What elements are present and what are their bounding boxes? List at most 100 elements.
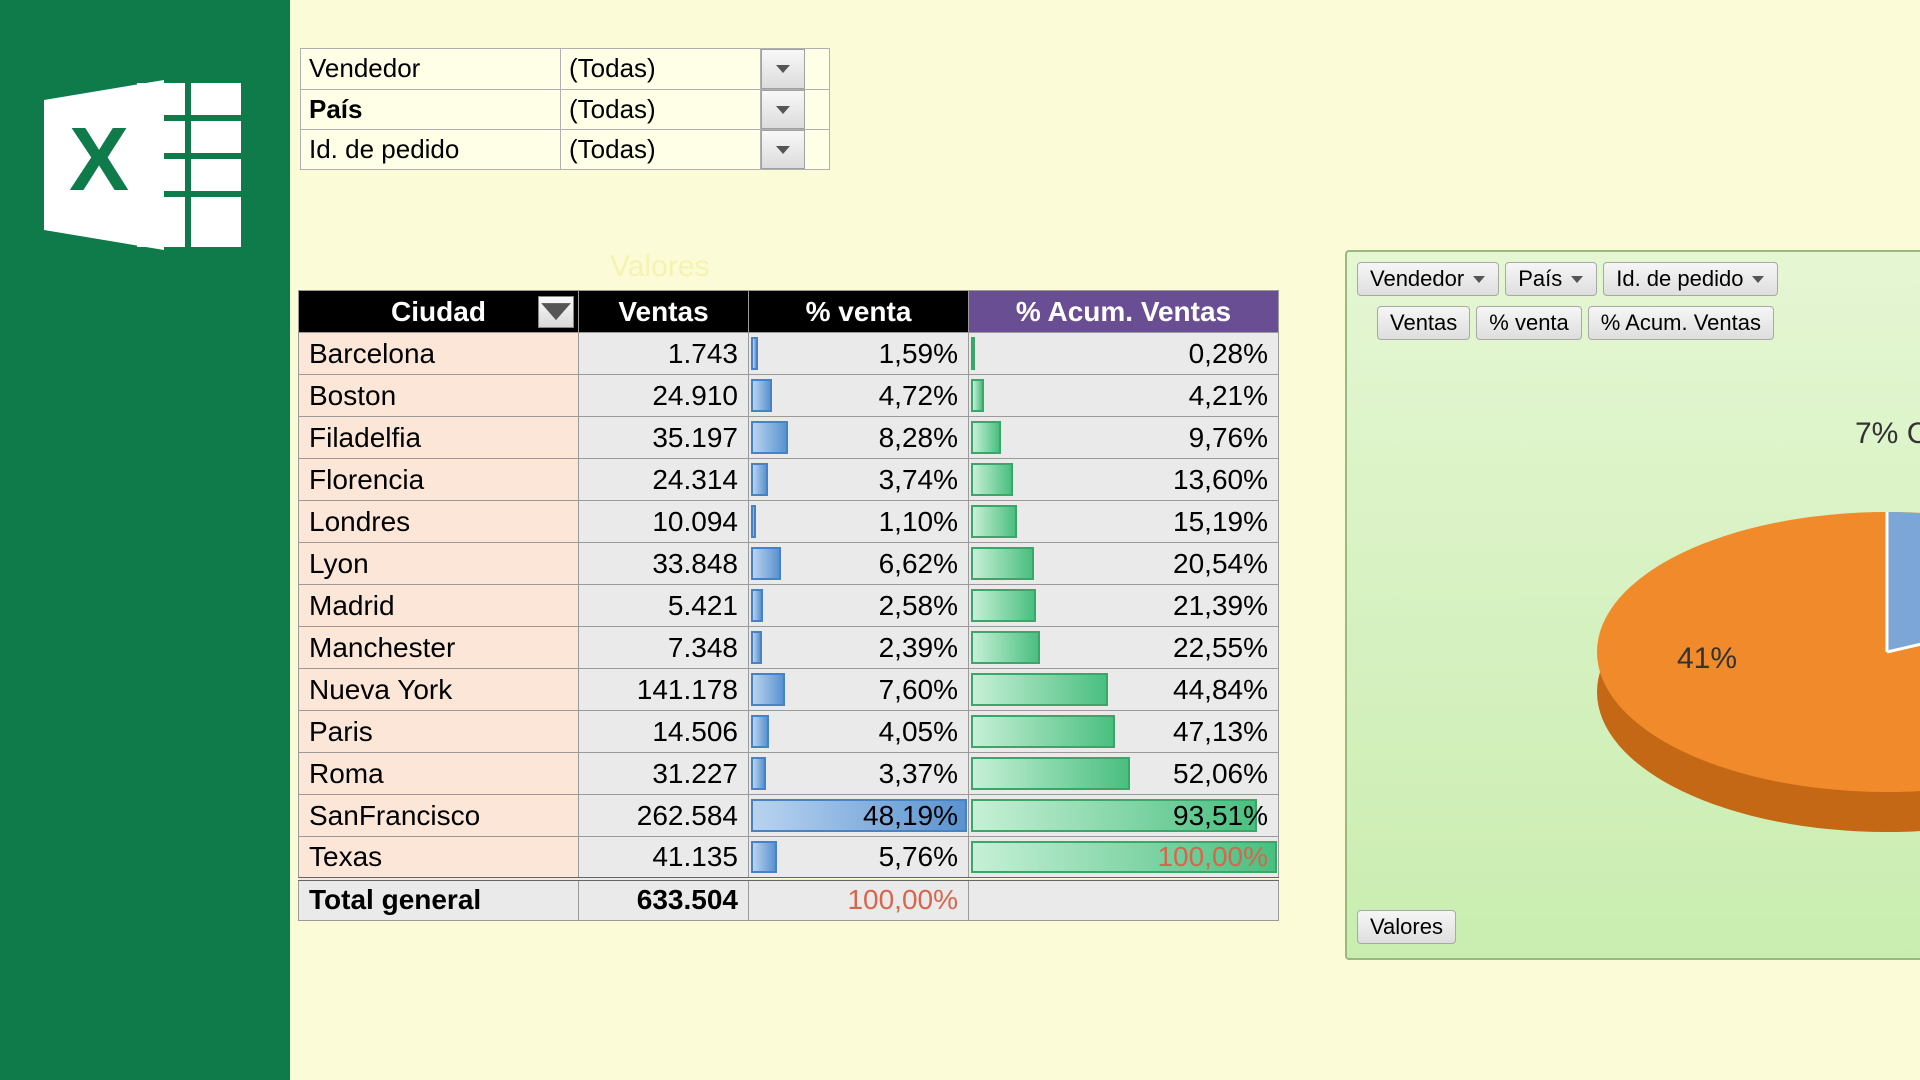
cell-acum-ventas: 47,13% — [969, 711, 1279, 753]
filter-value: (Todas) — [561, 130, 761, 169]
filter-label: País — [301, 90, 561, 129]
cell-total-label: Total general — [299, 879, 579, 921]
cell-pct-venta: 4,72% — [749, 375, 969, 417]
cell-ventas: 14.506 — [579, 711, 749, 753]
chart-filter-chips: VendedorPaísId. de pedido — [1357, 262, 1913, 296]
header-city-label: Ciudad — [391, 296, 486, 327]
cell-city: Londres — [299, 501, 579, 543]
cell-pct-venta: 2,39% — [749, 627, 969, 669]
cell-pct-venta: 2,58% — [749, 585, 969, 627]
cell-city: Manchester — [299, 627, 579, 669]
table-row[interactable]: Barcelona1.7431,59%0,28% — [299, 333, 1279, 375]
chart-values-chip[interactable]: Valores — [1357, 910, 1456, 944]
cell-pct-venta: 48,19% — [749, 795, 969, 837]
pivot-chart-panel: VendedorPaísId. de pedido Ventas% venta%… — [1345, 250, 1920, 960]
cell-pct-venta: 4,05% — [749, 711, 969, 753]
pivot-filters: Vendedor(Todas)País(Todas)Id. de pedido(… — [300, 48, 830, 170]
header-pct-venta[interactable]: % venta — [749, 291, 969, 333]
header-acum-ventas[interactable]: % Acum. Ventas — [969, 291, 1279, 333]
cell-total-pct: 100,00% — [749, 879, 969, 921]
cell-ventas: 262.584 — [579, 795, 749, 837]
pie-label-41: 41% — [1677, 642, 1737, 676]
svg-text:X: X — [69, 110, 129, 210]
cell-acum-ventas: 4,21% — [969, 375, 1279, 417]
cell-acum-ventas: 0,28% — [969, 333, 1279, 375]
filter-dropdown-icon[interactable] — [761, 90, 805, 129]
cell-ventas: 31.227 — [579, 753, 749, 795]
cell-city: Barcelona — [299, 333, 579, 375]
pivot-table: Ciudad Ventas % venta % Acum. Ventas Bar… — [298, 290, 1279, 921]
pie-label-7: 7% C — [1855, 417, 1920, 451]
cell-acum-ventas: 9,76% — [969, 417, 1279, 459]
header-city[interactable]: Ciudad — [299, 291, 579, 333]
filter-row: Vendedor(Todas) — [301, 49, 829, 89]
cell-city: Paris — [299, 711, 579, 753]
chart-filter-chip[interactable]: Id. de pedido — [1603, 262, 1778, 296]
cell-city: Roma — [299, 753, 579, 795]
table-row[interactable]: Roma31.2273,37%52,06% — [299, 753, 1279, 795]
cell-ventas: 24.314 — [579, 459, 749, 501]
cell-ventas: 10.094 — [579, 501, 749, 543]
cell-pct-venta: 7,60% — [749, 669, 969, 711]
excel-logo-icon: X — [44, 70, 254, 260]
table-row[interactable]: Manchester7.3482,39%22,55% — [299, 627, 1279, 669]
cell-pct-venta: 6,62% — [749, 543, 969, 585]
cell-city: Texas — [299, 837, 579, 879]
cell-ventas: 33.848 — [579, 543, 749, 585]
cell-ventas: 5.421 — [579, 585, 749, 627]
filter-dropdown-icon[interactable] — [761, 130, 805, 169]
cell-acum-ventas: 100,00% — [969, 837, 1279, 879]
filter-label: Vendedor — [301, 49, 561, 89]
table-row[interactable]: Florencia24.3143,74%13,60% — [299, 459, 1279, 501]
chart-filter-chip[interactable]: País — [1505, 262, 1597, 296]
cell-acum-ventas: 93,51% — [969, 795, 1279, 837]
cell-acum-ventas: 44,84% — [969, 669, 1279, 711]
cell-city: SanFrancisco — [299, 795, 579, 837]
table-row[interactable]: SanFrancisco262.58448,19%93,51% — [299, 795, 1279, 837]
table-row[interactable]: Lyon33.8486,62%20,54% — [299, 543, 1279, 585]
filter-row: País(Todas) — [301, 89, 829, 129]
table-row[interactable]: Texas41.1355,76%100,00% — [299, 837, 1279, 879]
filter-value: (Todas) — [561, 49, 761, 89]
table-row[interactable]: Filadelfia35.1978,28%9,76% — [299, 417, 1279, 459]
cell-total-ventas: 633.504 — [579, 879, 749, 921]
chart-value-chip[interactable]: Ventas — [1377, 306, 1470, 340]
cell-pct-venta: 8,28% — [749, 417, 969, 459]
filter-value: (Todas) — [561, 90, 761, 129]
pie-chart — [1587, 432, 1920, 862]
cell-acum-ventas: 15,19% — [969, 501, 1279, 543]
cell-pct-venta: 5,76% — [749, 837, 969, 879]
chart-value-chip[interactable]: % venta — [1476, 306, 1582, 340]
filter-label: Id. de pedido — [301, 130, 561, 169]
table-row-total: Total general633.504100,00% — [299, 879, 1279, 921]
cell-ventas: 141.178 — [579, 669, 749, 711]
cell-ventas: 24.910 — [579, 375, 749, 417]
cell-acum-ventas: 20,54% — [969, 543, 1279, 585]
table-row[interactable]: Londres10.0941,10%15,19% — [299, 501, 1279, 543]
cell-ventas: 41.135 — [579, 837, 749, 879]
cell-pct-venta: 1,10% — [749, 501, 969, 543]
table-row[interactable]: Madrid5.4212,58%21,39% — [299, 585, 1279, 627]
chart-filter-chip[interactable]: Vendedor — [1357, 262, 1499, 296]
table-row[interactable]: Nueva York141.1787,60%44,84% — [299, 669, 1279, 711]
cell-acum-ventas: 22,55% — [969, 627, 1279, 669]
cell-pct-venta: 3,37% — [749, 753, 969, 795]
cell-city: Filadelfia — [299, 417, 579, 459]
cell-acum-ventas: 13,60% — [969, 459, 1279, 501]
chart-value-chip[interactable]: % Acum. Ventas — [1588, 306, 1774, 340]
cell-city: Lyon — [299, 543, 579, 585]
cell-ventas: 35.197 — [579, 417, 749, 459]
cell-pct-venta: 3,74% — [749, 459, 969, 501]
cell-acum-ventas: 52,06% — [969, 753, 1279, 795]
header-ventas[interactable]: Ventas — [579, 291, 749, 333]
values-hint: Valores — [610, 250, 710, 284]
table-row[interactable]: Paris14.5064,05%47,13% — [299, 711, 1279, 753]
filter-row: Id. de pedido(Todas) — [301, 129, 829, 169]
cell-city: Florencia — [299, 459, 579, 501]
city-dropdown-icon[interactable] — [538, 296, 574, 328]
table-row[interactable]: Boston24.9104,72%4,21% — [299, 375, 1279, 417]
cell-pct-venta: 1,59% — [749, 333, 969, 375]
cell-ventas: 7.348 — [579, 627, 749, 669]
filter-dropdown-icon[interactable] — [761, 49, 805, 89]
cell-city: Madrid — [299, 585, 579, 627]
